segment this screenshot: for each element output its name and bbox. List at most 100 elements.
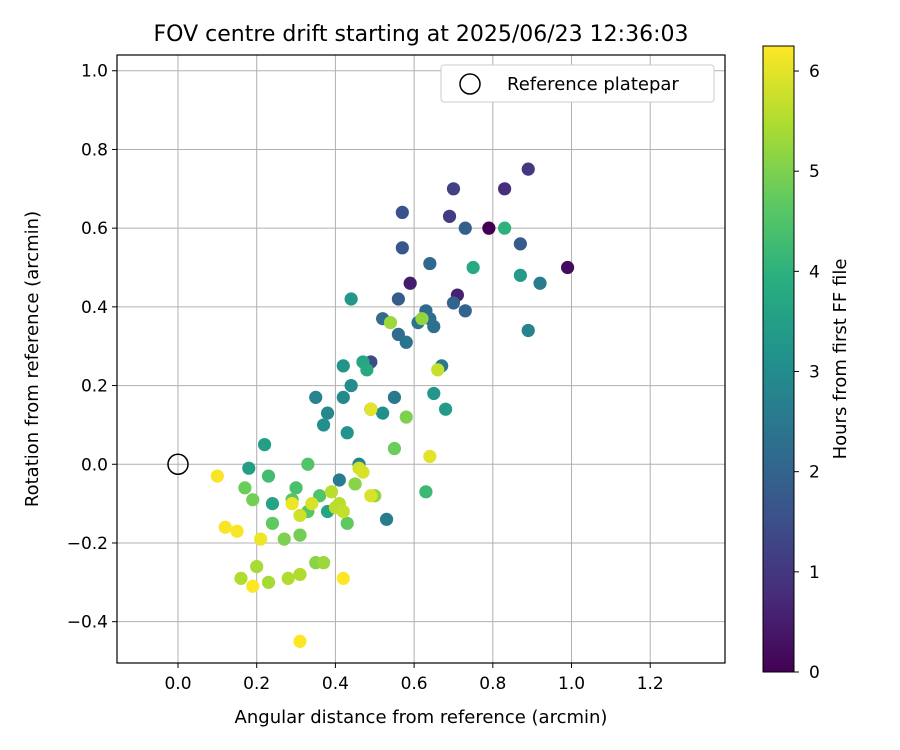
x-tick-label: 1.2 xyxy=(637,674,664,694)
data-point xyxy=(285,497,299,511)
data-point xyxy=(293,528,307,542)
chart-title: FOV centre drift starting at 2025/06/23 … xyxy=(154,22,689,47)
data-point xyxy=(254,532,268,546)
colorbar-tick-label: 6 xyxy=(809,62,820,82)
data-point xyxy=(293,567,307,582)
data-point xyxy=(387,390,402,404)
data-point xyxy=(309,390,323,404)
data-point xyxy=(399,410,413,424)
data-point xyxy=(513,268,527,282)
data-point xyxy=(403,276,417,290)
data-point xyxy=(446,182,461,196)
x-tick-label: 0.2 xyxy=(243,674,270,694)
reference-platepar-marker xyxy=(167,453,189,476)
data-point xyxy=(458,221,472,235)
data-point xyxy=(482,221,496,235)
data-point xyxy=(521,162,535,176)
data-point xyxy=(415,312,429,326)
data-point xyxy=(427,386,441,401)
x-tick-label: 0.8 xyxy=(479,674,506,694)
data-point xyxy=(289,481,303,495)
colorbar-tick-label: 4 xyxy=(809,262,820,282)
colorbar-label: Hours from first FF file xyxy=(830,259,851,460)
x-tick-label: 0.0 xyxy=(164,674,191,694)
data-point xyxy=(336,504,350,519)
x-tick-label: 0.4 xyxy=(322,674,349,694)
data-point xyxy=(395,205,409,220)
colorbar: 0 1 2 3 4 5 6 Hours from first FF file xyxy=(762,45,851,683)
data-point xyxy=(498,182,512,196)
y-tick-label: 0.6 xyxy=(81,219,108,239)
data-point xyxy=(360,363,374,377)
data-point xyxy=(356,465,370,479)
data-point xyxy=(513,237,527,251)
data-point xyxy=(230,524,244,538)
x-axis-ticks: 0.0 0.2 0.4 0.6 0.8 1.0 1.2 xyxy=(164,663,664,694)
data-point xyxy=(391,292,405,306)
colorbar-gradient xyxy=(762,45,795,673)
data-point xyxy=(242,461,256,475)
data-point xyxy=(336,571,350,585)
data-point xyxy=(348,477,362,491)
legend: Reference platepar xyxy=(440,64,715,103)
y-axis-label: Rotation from reference (arcmin) xyxy=(22,211,43,507)
data-point xyxy=(399,335,413,349)
data-point xyxy=(265,497,280,511)
y-tick-label: −0.2 xyxy=(67,534,108,554)
data-point xyxy=(442,209,457,223)
data-point xyxy=(344,378,358,393)
data-point xyxy=(332,473,346,487)
y-tick-label: 1.0 xyxy=(81,62,108,82)
data-point xyxy=(234,571,248,585)
data-point xyxy=(379,512,394,526)
data-point xyxy=(423,256,437,271)
data-point xyxy=(344,292,358,306)
data-point xyxy=(340,516,354,530)
data-point xyxy=(364,489,378,503)
x-axis-label: Angular distance from reference (arcmin) xyxy=(235,707,608,728)
data-point xyxy=(250,559,264,574)
data-point xyxy=(261,469,276,483)
data-point xyxy=(438,402,453,416)
data-point xyxy=(364,402,378,416)
data-point xyxy=(419,485,433,499)
data-point xyxy=(431,363,445,377)
data-point xyxy=(277,532,291,546)
y-tick-label: −0.4 xyxy=(67,613,108,633)
legend-reference-marker xyxy=(459,73,481,95)
plot-area-frame xyxy=(116,54,726,664)
data-point xyxy=(293,634,307,648)
y-axis-ticks: −0.4 −0.2 0.0 0.2 0.4 0.6 0.8 1.0 xyxy=(67,62,117,633)
x-tick-label: 0.6 xyxy=(401,674,428,694)
data-points xyxy=(210,162,575,648)
data-point xyxy=(218,520,232,534)
y-tick-label: 0.8 xyxy=(81,140,108,160)
colorbar-tick-label: 5 xyxy=(809,162,820,182)
data-point xyxy=(423,449,437,463)
y-tick-label: 0.4 xyxy=(81,298,108,318)
y-tick-label: 0.2 xyxy=(81,377,108,397)
data-point xyxy=(336,359,350,373)
data-point xyxy=(246,493,260,507)
colorbar-tick-label: 2 xyxy=(809,463,820,483)
data-point xyxy=(293,508,307,523)
data-point xyxy=(376,406,390,420)
data-point xyxy=(261,575,276,589)
reference-marker-layer xyxy=(167,453,189,476)
colorbar-tick-label: 3 xyxy=(809,363,820,383)
legend-label: Reference platepar xyxy=(507,74,679,95)
data-point xyxy=(336,390,350,404)
data-point xyxy=(265,516,280,530)
x-tick-label: 1.0 xyxy=(558,674,585,694)
grid-lines xyxy=(117,55,725,663)
data-point xyxy=(257,437,272,452)
data-point xyxy=(320,406,335,420)
data-point xyxy=(281,571,295,585)
data-point xyxy=(317,556,331,570)
data-point xyxy=(498,221,512,235)
data-point xyxy=(560,260,575,275)
data-point xyxy=(383,315,398,330)
colorbar-ticks: 0 1 2 3 4 5 6 xyxy=(794,62,820,683)
data-point xyxy=(533,276,547,290)
